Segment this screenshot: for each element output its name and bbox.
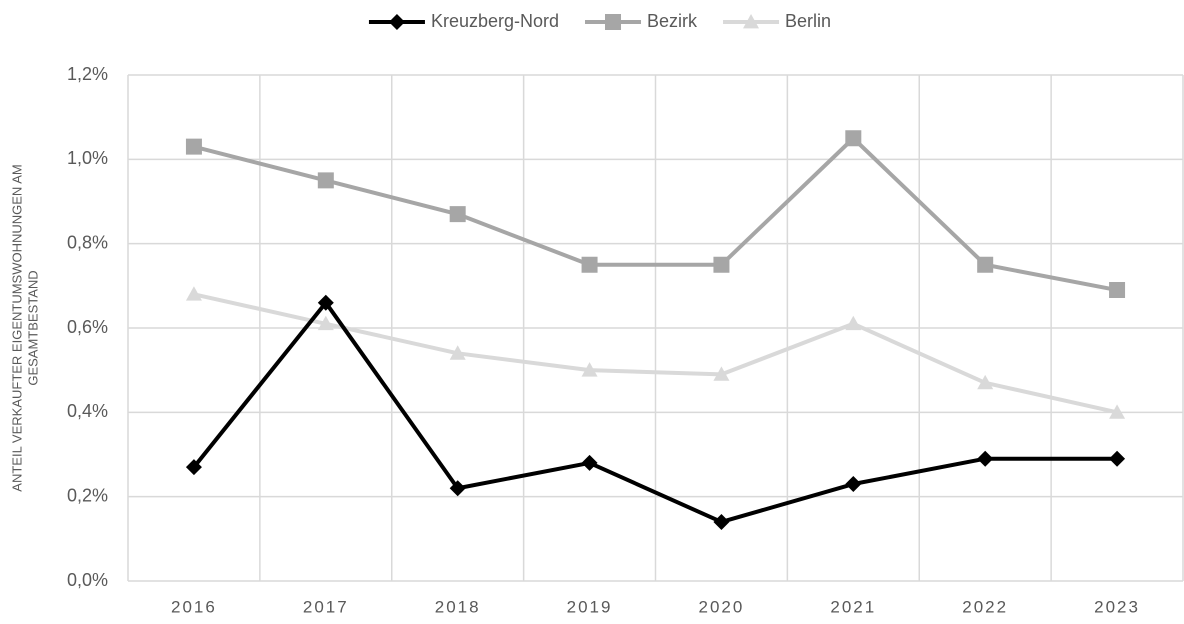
triangle-marker	[743, 14, 760, 29]
x-tick-label: 2022	[962, 597, 1008, 616]
x-tick-label: 2018	[435, 597, 481, 616]
square-marker	[317, 172, 334, 189]
square-marker	[605, 14, 622, 30]
square-marker	[449, 206, 466, 223]
diamond-marker	[1109, 450, 1126, 467]
x-tick-label: 2021	[830, 597, 876, 616]
triangle-marker	[1109, 404, 1126, 419]
diamond-marker	[185, 459, 202, 476]
series-line	[192, 300, 1118, 524]
diamond-marker	[845, 476, 862, 493]
x-tick-label: 2017	[303, 597, 349, 616]
triangle-marker	[185, 286, 202, 301]
y-tick-label: 1,2%	[67, 64, 108, 84]
legend-label: Bezirk	[647, 11, 698, 31]
legend: Kreuzberg-Nord Bezirk Berlin	[368, 11, 831, 31]
triangle-marker	[317, 315, 334, 331]
y-tick-label: 0,2%	[67, 485, 108, 505]
diamond-marker	[977, 450, 994, 467]
legend-label: Kreuzberg-Nord	[431, 11, 559, 31]
legend-label: Berlin	[785, 11, 831, 31]
square-marker	[713, 256, 730, 273]
series-line	[193, 292, 1118, 415]
y-label-line: GESAMTBESTAND	[25, 270, 40, 385]
square-marker	[1109, 282, 1126, 299]
y-tick-label: 0,4%	[67, 401, 108, 421]
triangle-marker	[581, 362, 598, 377]
triangle-marker	[713, 366, 730, 381]
x-tick-label: 2023	[1094, 597, 1140, 616]
triangle-marker	[449, 345, 466, 360]
x-tick-label: 2020	[699, 597, 745, 616]
y-axis-label: ANTEIL VERKAUFTER EIGENTUMSWOHNUNGEN AM …	[9, 164, 40, 491]
diamond-marker	[388, 14, 405, 30]
diamond-marker	[581, 454, 598, 471]
diamond-marker	[317, 294, 334, 311]
triangle-marker	[977, 374, 994, 390]
diamond-marker	[449, 480, 466, 497]
diamond-marker	[713, 513, 730, 530]
y-label-line: ANTEIL VERKAUFTER EIGENTUMSWOHNUNGEN AM	[9, 164, 24, 491]
y-tick-label: 0,0%	[67, 570, 108, 590]
series-line	[193, 136, 1118, 293]
y-tick-label: 0,8%	[67, 232, 108, 252]
y-tick-label: 1,0%	[67, 148, 108, 168]
x-tick-label: 2019	[567, 597, 613, 616]
x-tick-label: 2016	[171, 597, 217, 616]
square-marker	[977, 256, 994, 273]
square-marker	[581, 256, 598, 273]
square-marker	[845, 130, 862, 147]
triangle-marker	[845, 315, 862, 331]
y-tick-label: 0,6%	[67, 317, 108, 337]
grid	[127, 74, 1184, 582]
square-marker	[185, 138, 202, 155]
